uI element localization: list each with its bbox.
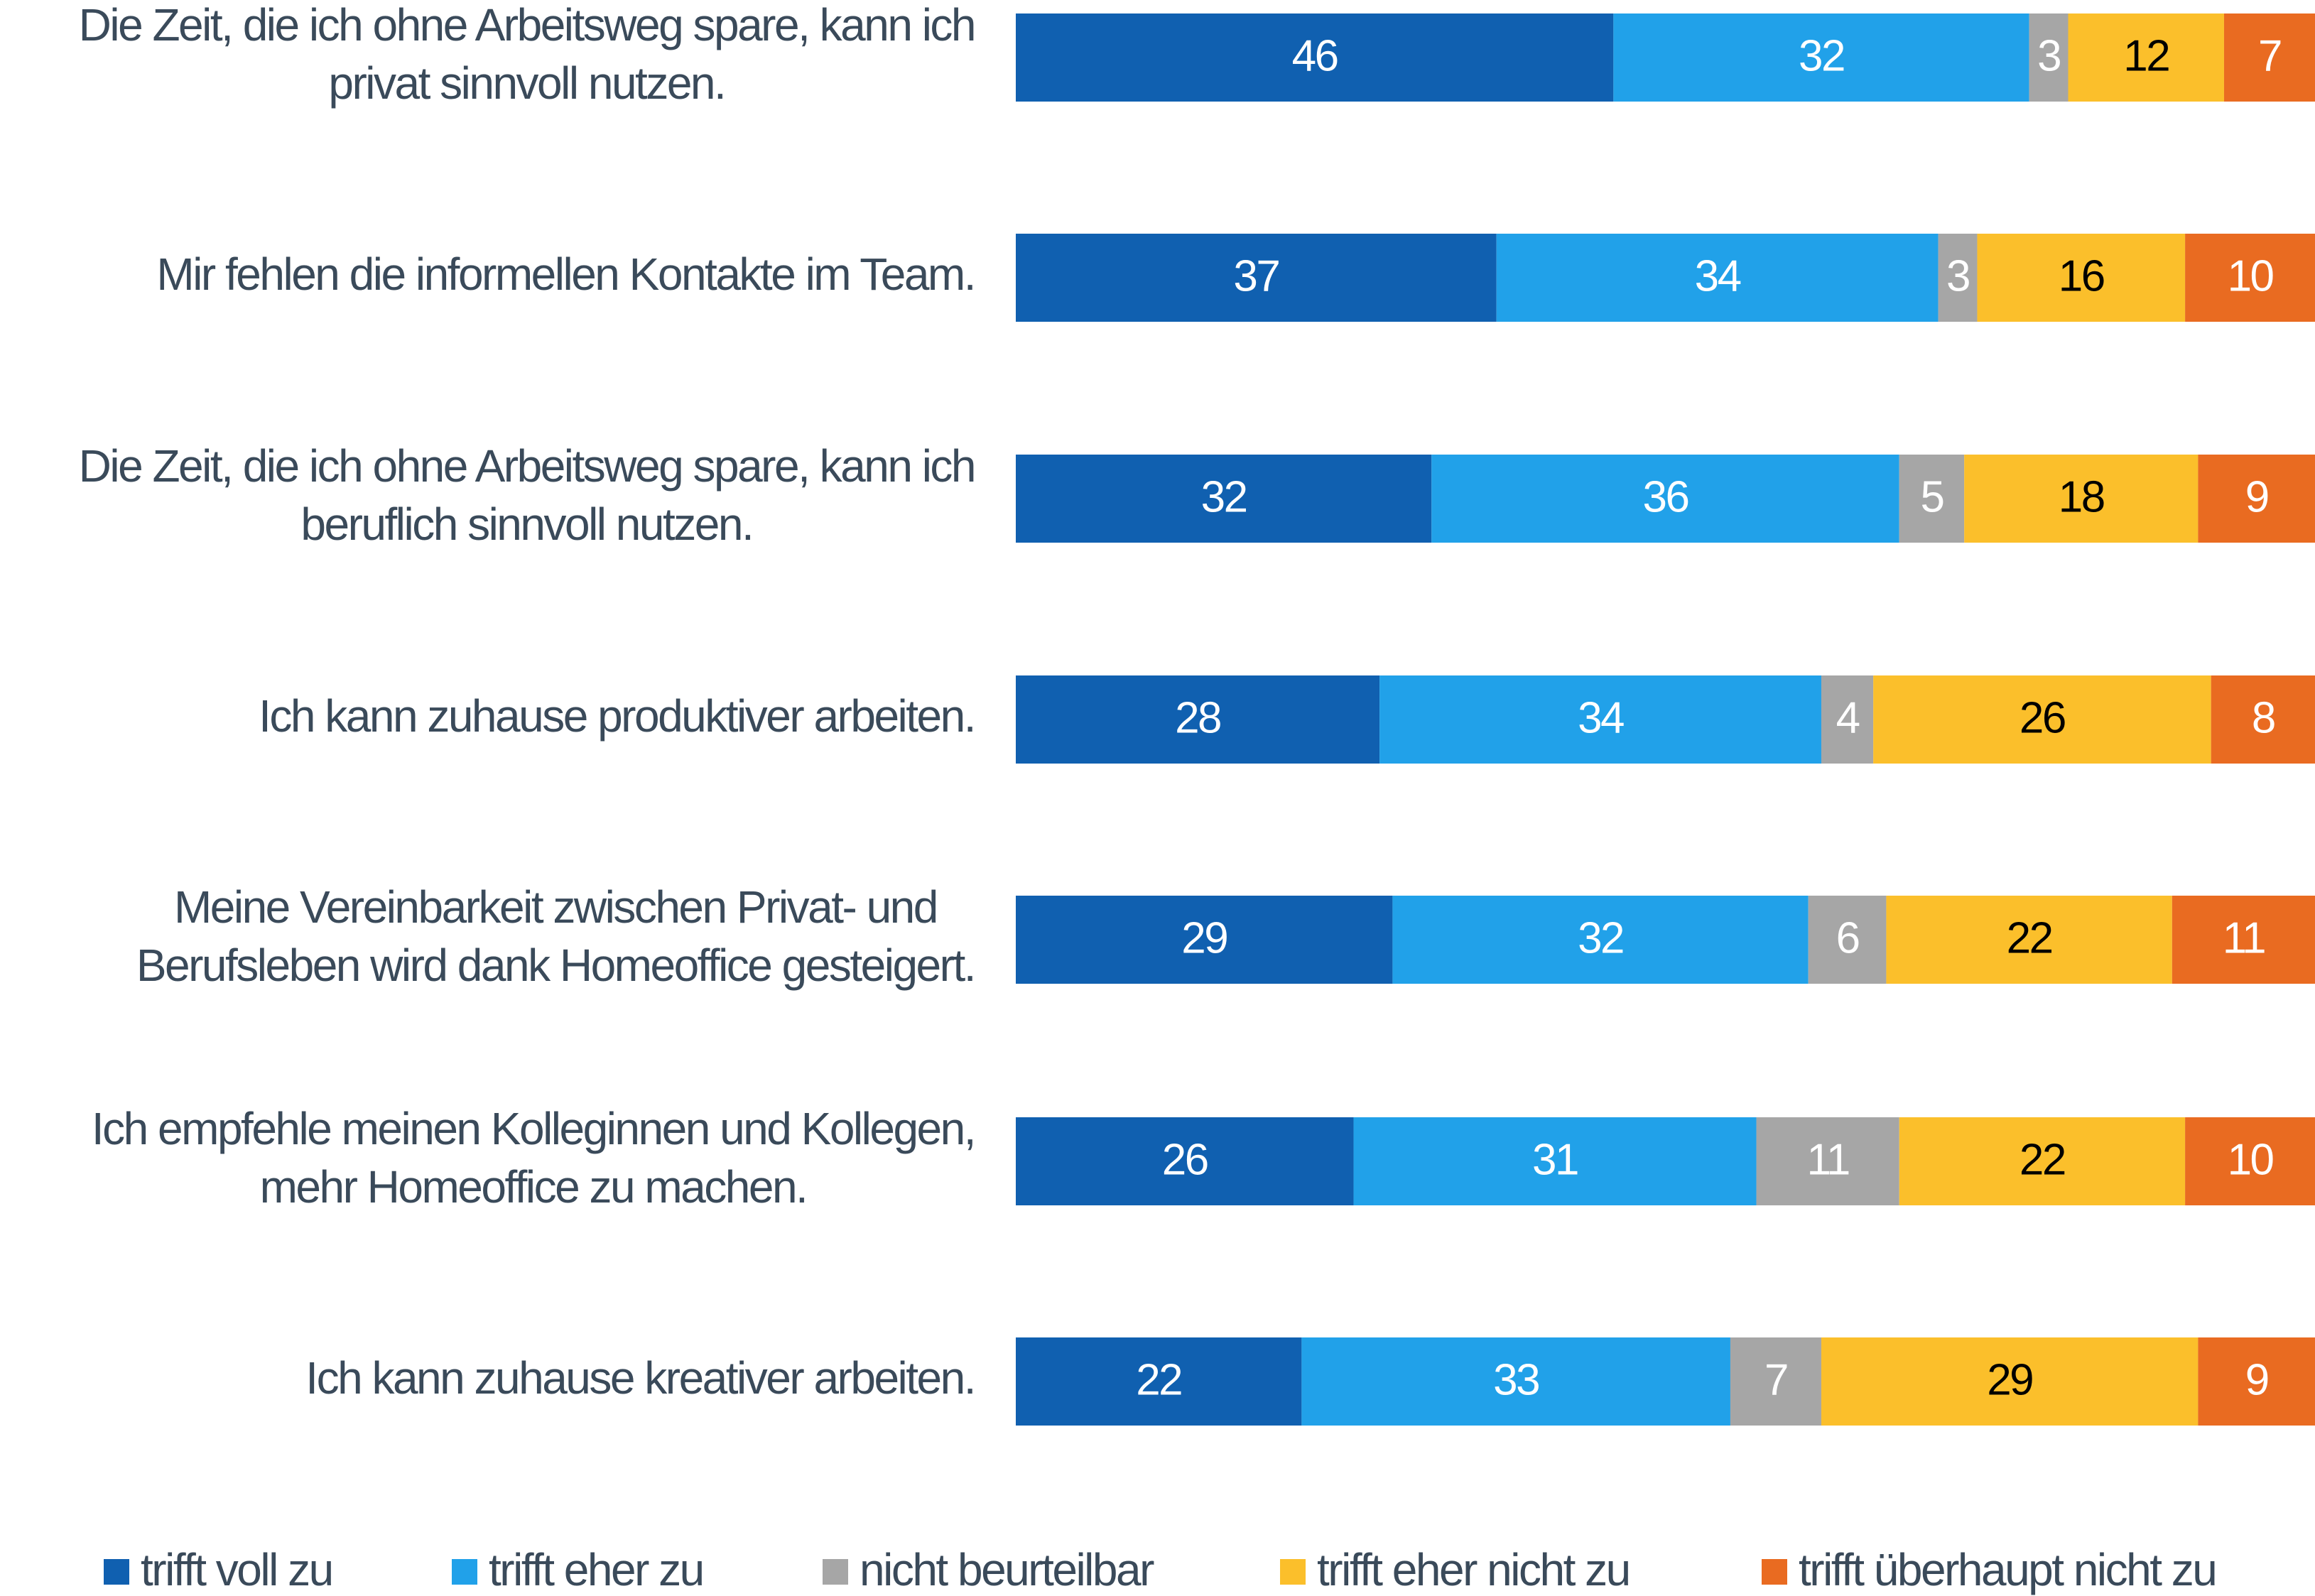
bar-segment bbox=[2172, 896, 2315, 984]
value-label: 11 bbox=[2223, 913, 2265, 962]
bar-segment bbox=[1016, 896, 1393, 984]
category-label: Ich empfehle meinen Kolleginnen und Koll… bbox=[92, 1103, 975, 1212]
bar-segment bbox=[1899, 1117, 2186, 1205]
value-label: 29 bbox=[1181, 913, 1227, 962]
value-label: 11 bbox=[1806, 1135, 1848, 1184]
value-label: 9 bbox=[2245, 472, 2268, 521]
category-label: Ich kann zuhause kreativer arbeiten. bbox=[305, 1352, 975, 1404]
value-label: 3 bbox=[2037, 31, 2060, 80]
value-label: 32 bbox=[1578, 913, 1623, 962]
value-label: 46 bbox=[1292, 31, 1338, 80]
legend-label: trifft eher zu bbox=[489, 1544, 703, 1595]
value-label: 33 bbox=[1493, 1355, 1539, 1404]
category-label: Die Zeit, die ich ohne Arbeitsweg spare,… bbox=[79, 0, 975, 109]
value-label: 3 bbox=[1946, 251, 1969, 300]
bar-segment bbox=[1938, 234, 1978, 322]
value-label: 34 bbox=[1578, 693, 1624, 742]
value-label: 22 bbox=[2007, 913, 2052, 962]
bar-segment bbox=[2198, 1337, 2315, 1426]
value-label: 32 bbox=[1799, 31, 1844, 80]
bar-segment bbox=[1379, 675, 1821, 764]
value-label: 22 bbox=[2019, 1135, 2065, 1184]
value-label: 5 bbox=[1920, 472, 1943, 521]
bar-segment bbox=[2068, 13, 2224, 102]
value-label: 8 bbox=[2252, 693, 2275, 742]
bar-segment bbox=[1353, 1117, 1757, 1205]
bar-segment bbox=[1016, 455, 1432, 543]
bar-segment bbox=[2029, 13, 2069, 102]
value-label: 7 bbox=[2258, 31, 2281, 80]
legend-label: trifft eher nicht zu bbox=[1317, 1544, 1630, 1595]
bar-segment bbox=[1899, 455, 1965, 543]
value-label: 28 bbox=[1175, 693, 1220, 742]
legend-swatch bbox=[1280, 1559, 1306, 1585]
value-label: 26 bbox=[1162, 1135, 1208, 1184]
value-label: 34 bbox=[1695, 251, 1741, 300]
bar-segment bbox=[1016, 234, 1497, 322]
value-label: 10 bbox=[2228, 1135, 2274, 1184]
value-label: 36 bbox=[1643, 472, 1688, 521]
bar-segment bbox=[1821, 675, 1874, 764]
category-label: Die Zeit, die ich ohne Arbeitsweg spare,… bbox=[79, 440, 975, 550]
legend-swatch bbox=[823, 1559, 848, 1585]
bar-segment bbox=[2185, 1117, 2315, 1205]
value-label: 29 bbox=[1987, 1355, 2032, 1404]
bar-segment bbox=[1301, 1337, 1730, 1426]
bar-segment bbox=[1496, 234, 1939, 322]
bar-segment bbox=[1821, 1337, 2199, 1426]
bar-segment bbox=[1730, 1337, 1821, 1426]
bar-segment bbox=[1886, 896, 2172, 984]
bar-segment bbox=[2198, 455, 2315, 543]
category-label: Ich kann zuhause produktiver arbeiten. bbox=[259, 690, 975, 742]
legend-swatch bbox=[452, 1559, 477, 1585]
bar-segment bbox=[1392, 896, 1809, 984]
value-label: 31 bbox=[1532, 1135, 1578, 1184]
value-label: 9 bbox=[2245, 1355, 2268, 1404]
bar-segment bbox=[1016, 13, 1614, 102]
category-label: Mir fehlen die informellen Kontakte im T… bbox=[156, 249, 975, 300]
value-label: 6 bbox=[1836, 913, 1859, 962]
legend-swatch bbox=[1762, 1559, 1787, 1585]
bar-segment bbox=[2223, 13, 2315, 102]
bar-segment bbox=[1873, 675, 2211, 764]
value-label: 4 bbox=[1836, 693, 1860, 742]
bar-segment bbox=[1964, 455, 2199, 543]
bar-segment bbox=[2185, 234, 2315, 322]
bar-segment bbox=[1431, 455, 1899, 543]
bar-segment bbox=[1977, 234, 2186, 322]
bar-segment bbox=[1016, 675, 1380, 764]
value-label: 26 bbox=[2019, 693, 2065, 742]
legend-swatch bbox=[104, 1559, 129, 1585]
legend-label: nicht beurteilbar bbox=[860, 1544, 1154, 1595]
bar-segment bbox=[2211, 675, 2315, 764]
value-label: 7 bbox=[1764, 1355, 1787, 1404]
value-label: 32 bbox=[1201, 472, 1247, 521]
value-label: 12 bbox=[2123, 31, 2169, 80]
legend-label: trifft überhaupt nicht zu bbox=[1799, 1544, 2216, 1595]
value-label: 16 bbox=[2059, 251, 2104, 300]
legend-label: trifft voll zu bbox=[141, 1544, 332, 1595]
category-label: Meine Vereinbarkeit zwischen Privat- und… bbox=[136, 881, 975, 991]
bar-segment bbox=[1016, 1117, 1354, 1205]
value-label: 22 bbox=[1136, 1355, 1181, 1404]
bar-segment bbox=[1016, 1337, 1302, 1426]
bar-segment bbox=[1613, 13, 2029, 102]
value-label: 10 bbox=[2228, 251, 2274, 300]
value-label: 18 bbox=[2059, 472, 2104, 521]
bar-segment bbox=[1756, 1117, 1899, 1205]
value-label: 37 bbox=[1233, 251, 1279, 300]
bar-segment bbox=[1808, 896, 1887, 984]
